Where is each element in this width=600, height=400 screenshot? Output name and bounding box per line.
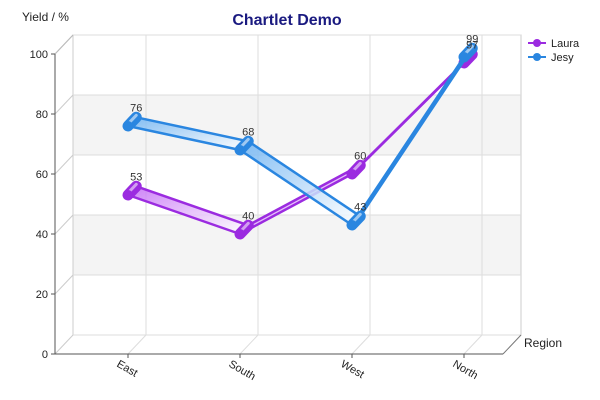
wall-band <box>73 35 521 95</box>
legend-label: Laura <box>551 38 580 50</box>
data-label: 99 <box>466 33 478 45</box>
data-point <box>235 229 245 239</box>
grid-depth-line <box>54 274 74 295</box>
data-label: 97 <box>466 39 478 51</box>
data-point <box>347 220 357 230</box>
plot-back-wall <box>54 34 522 355</box>
data-label: 40 <box>242 210 254 222</box>
series-line-back <box>247 140 361 218</box>
series-line-front <box>239 148 353 227</box>
series-line-front <box>127 193 241 236</box>
y-axis-label: Yield / % <box>22 10 69 24</box>
legend-marker <box>533 39 541 47</box>
floor-grid-line <box>463 334 483 355</box>
floor-grid-line <box>239 334 259 355</box>
data-label: 76 <box>130 102 142 114</box>
data-labels: 53 40 60 97 76 68 43 99 <box>130 33 478 222</box>
y-tick-label: 20 <box>36 289 48 301</box>
wall-band <box>73 215 521 275</box>
data-point <box>235 145 245 155</box>
grid-depth-line <box>54 94 74 115</box>
chart-title: Chartlet Demo <box>232 12 342 29</box>
data-point <box>347 169 357 179</box>
series-line-back <box>359 47 474 217</box>
y-tick-label: 60 <box>36 169 48 181</box>
x-tick-label: East <box>115 358 140 379</box>
data-point <box>123 121 133 131</box>
legend-label: Jesy <box>551 52 574 64</box>
data-label: 43 <box>354 201 366 213</box>
series-line-back <box>247 164 361 227</box>
floor-grid-line <box>127 334 147 355</box>
x-tick-label: West <box>339 358 367 381</box>
legend: Laura Jesy <box>528 38 580 64</box>
y-tick-label: 40 <box>36 229 48 241</box>
grid-depth-line <box>54 334 74 355</box>
legend-marker <box>533 53 541 61</box>
series-line-front <box>127 124 241 152</box>
floor-grid-line <box>351 334 371 355</box>
y-tick-label: 100 <box>30 49 48 61</box>
grid-depth-line <box>54 154 74 175</box>
data-label: 60 <box>354 150 366 162</box>
series-line-front <box>239 172 353 236</box>
grid-depth-line <box>54 214 74 235</box>
data-label: 68 <box>242 126 254 138</box>
data-label: 53 <box>130 171 142 183</box>
x-axis-label: Region <box>524 336 562 350</box>
x-tick-label: North <box>451 358 480 382</box>
side-wall-edge <box>54 34 74 55</box>
series-layer <box>122 42 478 240</box>
x-tick-label: South <box>227 358 258 383</box>
series-line-back <box>135 185 249 227</box>
wall-band <box>73 275 521 335</box>
y-tick-label: 80 <box>36 109 48 121</box>
series-line-front <box>350 56 466 226</box>
series-jesy <box>122 42 478 231</box>
series-laura <box>122 48 478 240</box>
data-point <box>459 52 469 62</box>
series-line-back <box>135 116 249 143</box>
data-point <box>123 190 133 200</box>
floor-edge <box>502 334 522 355</box>
y-tick-label: 0 <box>42 349 48 361</box>
